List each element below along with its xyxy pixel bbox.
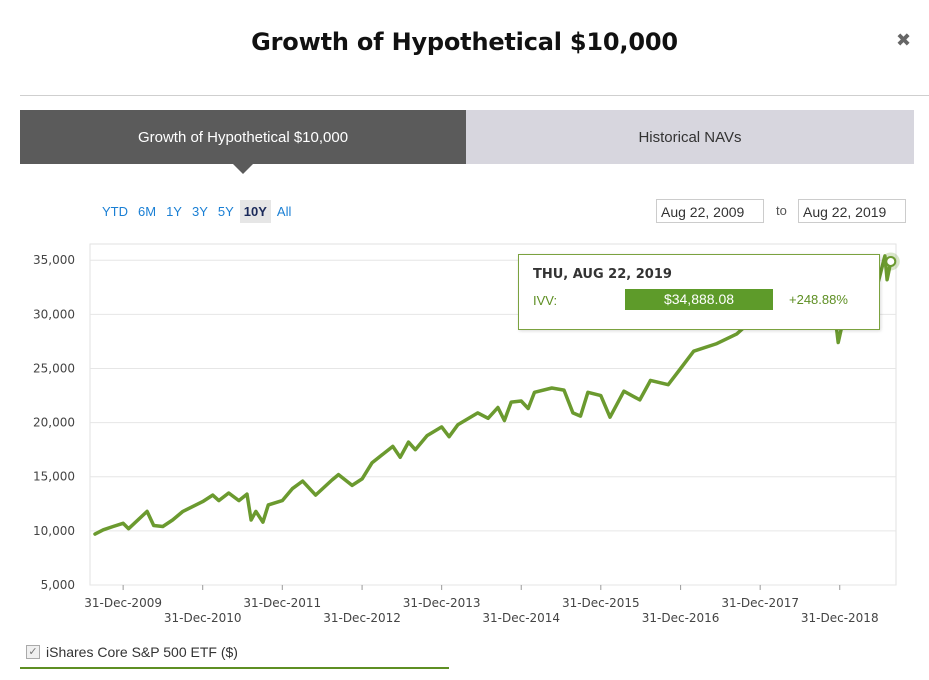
x-tick-label: 31-Dec-2015 xyxy=(562,596,640,610)
tooltip-date: THU, AUG 22, 2019 xyxy=(533,267,672,282)
range-5y-button[interactable]: 5Y xyxy=(217,204,234,219)
x-tick-label: 31-Dec-2013 xyxy=(403,596,481,610)
legend-checkbox[interactable]: ✓ xyxy=(26,645,40,659)
y-tick-label: 15,000 xyxy=(33,470,75,484)
x-tick-label: 31-Dec-2009 xyxy=(84,596,162,610)
range-6m-button[interactable]: 6M xyxy=(138,204,157,219)
date-separator: to xyxy=(776,203,787,218)
x-tick-label: 31-Dec-2017 xyxy=(721,596,799,610)
y-tick-label: 30,000 xyxy=(33,307,75,321)
range-selector: YTD 6M 1Y 3Y 5Y 10Y All xyxy=(98,200,297,223)
range-10y-button[interactable]: 10Y xyxy=(239,200,271,223)
hover-marker xyxy=(885,255,897,267)
tab-growth[interactable]: Growth of Hypothetical $10,000 xyxy=(20,110,466,174)
modal-title: Growth of Hypothetical $10,000 xyxy=(251,28,678,56)
tooltip-ticker: IVV: xyxy=(533,293,558,308)
range-1y-button[interactable]: 1Y xyxy=(166,204,182,219)
y-tick-label: 20,000 xyxy=(33,416,75,430)
x-tick-label: 31-Dec-2018 xyxy=(801,611,879,625)
legend-item[interactable]: ✓ iShares Core S&P 500 ETF ($) xyxy=(26,644,238,660)
y-tick-label: 10,000 xyxy=(33,524,75,538)
tab-historical-navs[interactable]: Historical NAVs xyxy=(466,110,914,164)
y-tick-label: 35,000 xyxy=(33,253,75,267)
range-all-button[interactable]: All xyxy=(276,204,292,219)
tooltip-value: $34,888.08 xyxy=(625,289,773,310)
close-icon[interactable]: ✖ xyxy=(896,30,912,51)
x-tick-label: 31-Dec-2011 xyxy=(243,596,321,610)
tooltip-change: +248.88% xyxy=(789,292,848,307)
y-tick-label: 5,000 xyxy=(41,578,75,592)
range-3y-button[interactable]: 3Y xyxy=(191,204,208,219)
legend-label: iShares Core S&P 500 ETF ($) xyxy=(46,644,238,660)
date-to-input[interactable]: Aug 22, 2019 xyxy=(798,199,906,223)
x-tick-label: 31-Dec-2010 xyxy=(164,611,242,625)
chart-tooltip: THU, AUG 22, 2019 IVV: $34,888.08 +248.8… xyxy=(518,254,880,330)
range-ytd-button[interactable]: YTD xyxy=(102,204,128,219)
date-from-input[interactable]: Aug 22, 2009 xyxy=(656,199,764,223)
chart-tabs: Growth of Hypothetical $10,000 Historica… xyxy=(20,110,914,174)
x-tick-label: 31-Dec-2016 xyxy=(642,611,720,625)
y-tick-label: 25,000 xyxy=(33,361,75,375)
x-tick-label: 31-Dec-2014 xyxy=(482,611,560,625)
x-tick-label: 31-Dec-2012 xyxy=(323,611,401,625)
title-divider xyxy=(20,95,929,96)
legend-underline xyxy=(20,667,449,669)
